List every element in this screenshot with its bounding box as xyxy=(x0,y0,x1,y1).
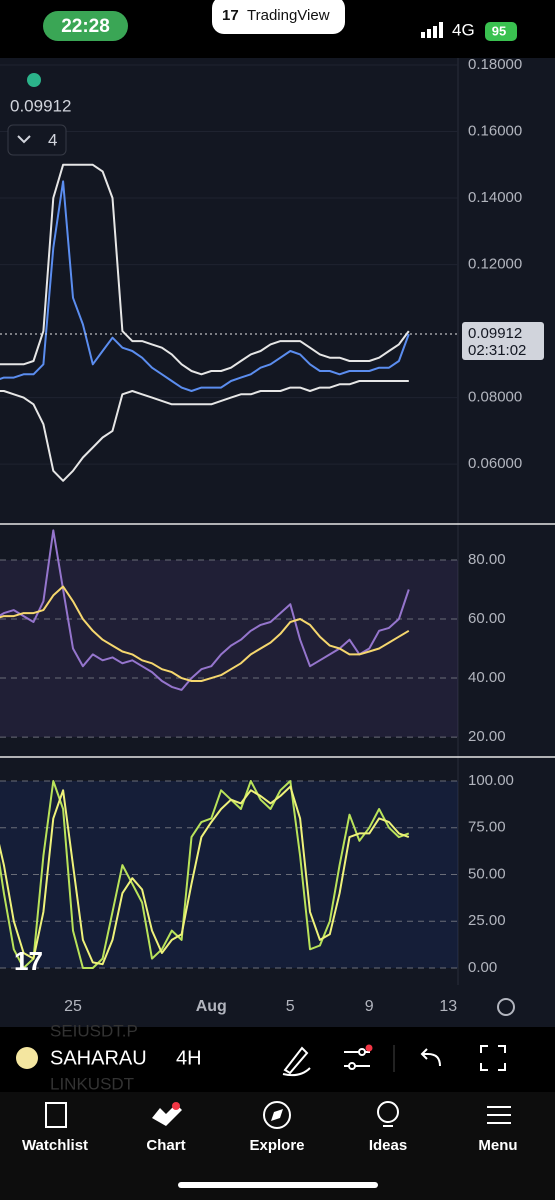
y-tick-label: 0.00 xyxy=(468,959,497,976)
time-axis xyxy=(0,985,555,1027)
explore-icon xyxy=(263,1101,291,1129)
background-symbol: LINKUSDT xyxy=(50,1074,134,1093)
app-pill xyxy=(212,0,345,34)
background-symbol: SEIUSDT.P xyxy=(50,1021,138,1040)
menu-icon xyxy=(487,1106,511,1124)
watchlist-icon xyxy=(45,1102,67,1128)
status-time: 22:28 xyxy=(61,16,110,37)
y-tick-label: 0.18000 xyxy=(468,56,522,73)
price-tag xyxy=(462,322,544,361)
symbol-logo xyxy=(16,1047,38,1069)
chart-layer: 0.18000 0.16000 0.14000 0.12000 0.08000 0.060… xyxy=(0,56,544,976)
app-name: TradingView xyxy=(247,7,330,24)
countdown: 02:31:02 xyxy=(468,342,526,359)
alert-dot xyxy=(365,1044,373,1052)
indicator-toggle[interactable] xyxy=(7,124,67,156)
y-tick-label: 60.00 xyxy=(468,610,506,627)
nav-labels: Watchlist Chart Explore Ideas Menu xyxy=(22,1137,518,1154)
tv-watermark: 17 xyxy=(14,946,43,976)
chart-badge xyxy=(172,1102,180,1110)
legend-price: 0.09912 xyxy=(10,96,71,115)
x-tick-label: 25 xyxy=(64,998,82,1015)
pane xyxy=(0,780,458,969)
y-tick-label: 0.16000 xyxy=(468,122,522,139)
network: 4G xyxy=(452,20,475,39)
series-line xyxy=(0,785,410,966)
price-tag-label: 0.09912 xyxy=(468,325,522,342)
explore-needle xyxy=(271,1109,283,1121)
draw-tool[interactable] xyxy=(282,1046,311,1077)
y-tick-label: 20.00 xyxy=(468,728,506,745)
toolbar xyxy=(0,1027,555,1092)
undo-button[interactable] xyxy=(420,1048,441,1067)
status-dot xyxy=(27,73,41,87)
symbol[interactable]: SAHARAU xyxy=(50,1047,147,1069)
nav-label[interactable]: Chart xyxy=(146,1137,185,1154)
y-tick-label: 0.06000 xyxy=(468,455,522,472)
series-line xyxy=(0,585,410,682)
signal-icon xyxy=(421,22,443,38)
indicator-count: 4 xyxy=(48,130,57,149)
tv-logo: 17 xyxy=(222,7,239,24)
nav-label[interactable]: Menu xyxy=(478,1137,517,1154)
battery xyxy=(485,22,517,41)
y-tick-label: 0.14000 xyxy=(468,189,522,206)
chart-area xyxy=(0,58,555,985)
series-line xyxy=(0,380,409,482)
series-line xyxy=(0,163,410,376)
home-indicator xyxy=(178,1182,378,1188)
y-tick-label: 25.00 xyxy=(468,912,506,929)
pane xyxy=(0,529,458,738)
chevron xyxy=(17,135,31,144)
nav-label[interactable]: Ideas xyxy=(369,1137,407,1154)
settings-icon[interactable] xyxy=(497,998,515,1016)
y-tick-label: 75.00 xyxy=(468,819,506,836)
y-tick-label: 80.00 xyxy=(468,551,506,568)
fullscreen-button[interactable] xyxy=(480,1045,506,1071)
y-tick-label: 40.00 xyxy=(468,669,506,686)
nav-label[interactable]: Explore xyxy=(249,1137,304,1154)
x-tick-label: 13 xyxy=(439,998,457,1015)
y-tick-label: 0.08000 xyxy=(468,389,522,406)
battery-level: 95 xyxy=(492,23,506,38)
series-line xyxy=(0,780,410,969)
indicators-button[interactable] xyxy=(344,1048,370,1070)
x-tick-label: 5 xyxy=(286,998,295,1015)
nav-label[interactable]: Watchlist xyxy=(22,1137,88,1154)
time-pill xyxy=(43,11,128,41)
ideas-icon xyxy=(377,1101,399,1123)
y-tick-label: 0.12000 xyxy=(468,256,522,273)
x-tick-label: 9 xyxy=(365,998,374,1015)
y-tick-label: 50.00 xyxy=(468,865,506,882)
pane xyxy=(0,64,458,482)
x-tick-label: Aug xyxy=(196,998,227,1015)
interval[interactable]: 4H xyxy=(176,1047,202,1069)
y-tick-label: 100.00 xyxy=(468,772,514,789)
series-line xyxy=(0,180,410,392)
